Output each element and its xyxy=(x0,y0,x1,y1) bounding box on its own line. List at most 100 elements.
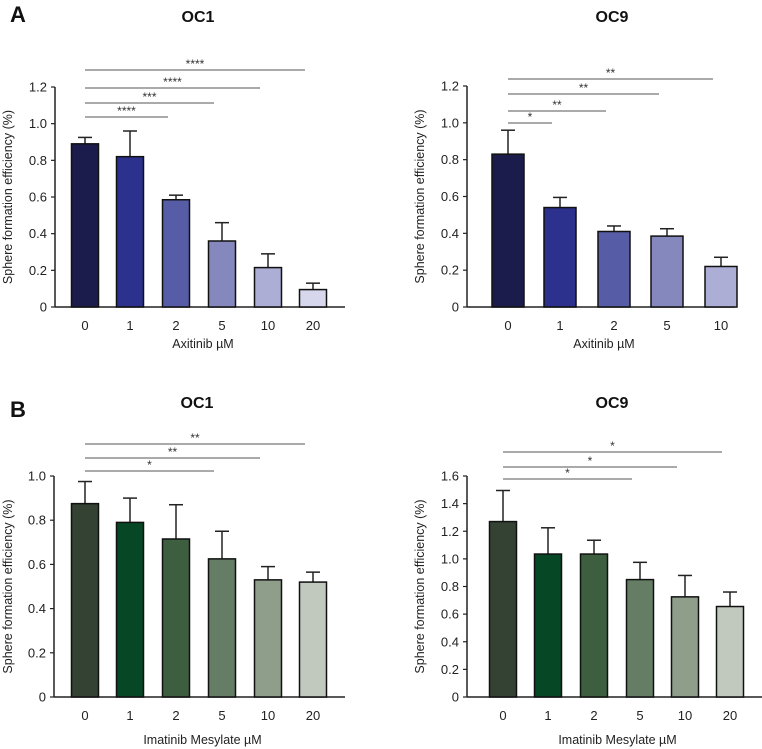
x-tick-label: 20 xyxy=(306,708,320,723)
x-tick-label: 2 xyxy=(172,708,179,723)
y-tick-label: 1.2 xyxy=(29,80,47,95)
y-tick-label: 0.6 xyxy=(29,190,47,205)
x-tick-label: 0 xyxy=(81,318,88,333)
x-axis-label: Axitinib µM xyxy=(573,337,634,351)
y-tick-label: 1.4 xyxy=(441,496,459,511)
y-axis-label: Sphere formation efficiency (%) xyxy=(1,110,15,284)
bar-2 xyxy=(161,538,191,698)
y-tick-label: 0.8 xyxy=(28,513,46,528)
bar-0 xyxy=(70,143,100,308)
significance-label: * xyxy=(588,454,593,468)
y-tick-label: 0.2 xyxy=(29,263,47,278)
y-tick-label: 0.8 xyxy=(441,152,459,167)
y-tick-label: 1.0 xyxy=(28,469,46,484)
bar-5 xyxy=(625,578,655,698)
y-tick-label: 1.2 xyxy=(441,79,459,94)
chart-title: OC9 xyxy=(596,9,629,26)
y-tick-label: 0.4 xyxy=(441,226,459,241)
x-tick-label: 1 xyxy=(126,708,133,723)
x-tick-label: 1 xyxy=(544,708,551,723)
y-tick-label: 0 xyxy=(452,690,459,705)
y-tick-label: 1.0 xyxy=(441,115,459,130)
y-tick-label: 0.4 xyxy=(28,601,46,616)
y-tick-label: 0.6 xyxy=(441,607,459,622)
y-tick-label: 0.2 xyxy=(441,263,459,278)
x-axis-label: Imatinib Mesylate µM xyxy=(558,733,676,747)
x-tick-label: 0 xyxy=(81,708,88,723)
x-tick-label: 5 xyxy=(218,708,225,723)
significance-label: ** xyxy=(579,81,589,95)
y-tick-label: 0.2 xyxy=(28,645,46,660)
bar-5 xyxy=(650,235,684,308)
x-tick-label: 2 xyxy=(172,318,179,333)
x-tick-label: 20 xyxy=(306,318,320,333)
bar-0 xyxy=(491,153,525,308)
bar-1 xyxy=(543,206,577,308)
y-tick-label: 0.6 xyxy=(28,557,46,572)
chart-title: OC1 xyxy=(181,395,214,412)
y-tick-label: 1.6 xyxy=(441,469,459,484)
y-tick-label: 0.8 xyxy=(29,153,47,168)
x-tick-label: 1 xyxy=(126,318,133,333)
bar-10 xyxy=(704,265,738,308)
x-tick-label: 20 xyxy=(723,708,737,723)
x-tick-label: 0 xyxy=(504,318,511,333)
y-tick-label: 0.4 xyxy=(29,226,47,241)
y-tick-label: 0.6 xyxy=(441,189,459,204)
bar-10 xyxy=(253,579,283,698)
x-tick-label: 10 xyxy=(261,708,275,723)
significance-label: **** xyxy=(117,104,136,118)
y-tick-label: 0.8 xyxy=(441,579,459,594)
x-tick-label: 5 xyxy=(663,318,670,333)
significance-label: **** xyxy=(186,57,205,71)
significance-label: ** xyxy=(606,66,616,80)
bar-20 xyxy=(715,605,745,698)
x-tick-label: 2 xyxy=(610,318,617,333)
y-tick-label: 0.4 xyxy=(441,634,459,649)
y-tick-label: 0 xyxy=(40,300,47,315)
significance-label: ** xyxy=(190,431,200,445)
bar-0 xyxy=(488,520,518,698)
x-tick-label: 10 xyxy=(678,708,692,723)
significance-label: **** xyxy=(163,75,182,89)
bar-20 xyxy=(298,581,328,698)
y-tick-label: 0.2 xyxy=(441,662,459,677)
x-tick-label: 10 xyxy=(261,318,275,333)
significance-label: * xyxy=(147,458,152,472)
x-tick-label: 2 xyxy=(590,708,597,723)
x-tick-label: 5 xyxy=(636,708,643,723)
y-tick-label: 1.0 xyxy=(29,116,47,131)
bar-2 xyxy=(579,553,609,698)
bar-10 xyxy=(253,266,283,308)
y-axis-label: Sphere formation efficiency (%) xyxy=(413,499,427,673)
bar-2 xyxy=(597,230,631,308)
y-axis-label: Sphere formation efficiency (%) xyxy=(1,499,15,673)
bar-1 xyxy=(533,553,563,698)
y-tick-label: 0 xyxy=(39,690,46,705)
bar-2 xyxy=(161,199,191,308)
bar-5 xyxy=(207,240,237,308)
x-tick-label: 5 xyxy=(218,318,225,333)
y-tick-label: 1.2 xyxy=(441,524,459,539)
significance-label: ** xyxy=(168,445,178,459)
y-axis-label: Sphere formation efficiency (%) xyxy=(413,109,427,283)
panel-label: B xyxy=(10,397,26,422)
y-tick-label: 0 xyxy=(452,300,459,315)
bar-0 xyxy=(70,502,100,698)
x-axis-label: Imatinib Mesylate µM xyxy=(143,733,261,747)
bar-5 xyxy=(207,558,237,698)
chart-title: OC9 xyxy=(596,395,629,412)
x-tick-label: 10 xyxy=(714,318,728,333)
significance-label: * xyxy=(528,110,533,124)
y-tick-label: 1.0 xyxy=(441,551,459,566)
panel-label: A xyxy=(10,2,26,27)
x-tick-label: 1 xyxy=(556,318,563,333)
significance-label: * xyxy=(610,439,615,453)
significance-label: *** xyxy=(142,90,156,104)
significance-label: ** xyxy=(552,98,562,112)
x-tick-label: 0 xyxy=(499,708,506,723)
bar-1 xyxy=(115,155,145,308)
bar-20 xyxy=(298,288,328,308)
x-axis-label: Axitinib µM xyxy=(172,337,233,351)
